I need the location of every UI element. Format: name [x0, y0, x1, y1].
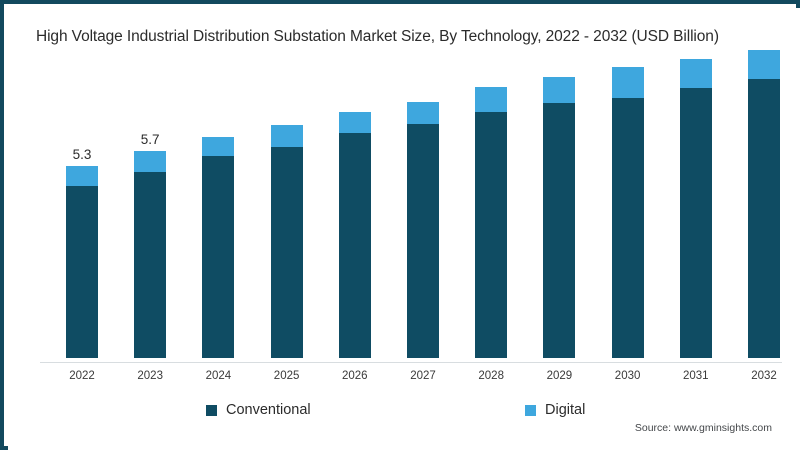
bar-segment-conventional[interactable] [475, 112, 508, 358]
legend-swatch-conventional [206, 404, 217, 416]
legend-label-conventional: Conventional [226, 402, 311, 418]
bar-group[interactable]: 5.7 [134, 132, 167, 358]
bar-group[interactable]: 5.3 [66, 147, 98, 358]
bar-group[interactable] [679, 59, 712, 358]
x-axis-tick-label: 2031 [683, 370, 709, 382]
bar-segment-conventional[interactable] [134, 171, 167, 358]
x-axis-tick-label: 2022 [69, 370, 95, 382]
bar-group[interactable] [748, 50, 780, 358]
bar-segment-digital[interactable] [543, 77, 576, 104]
bar-segment-conventional[interactable] [679, 88, 712, 358]
bar-value-label: 5.3 [72, 146, 92, 162]
x-axis-line [40, 362, 782, 363]
x-axis-tick-label: 2024 [205, 370, 232, 382]
chart-canvas: High Voltage Industrial Distribution Sub… [8, 8, 800, 450]
bar-group[interactable] [407, 101, 439, 358]
bar-segment-digital[interactable] [475, 87, 508, 113]
x-axis-tick-label: 2029 [546, 370, 573, 382]
bar-segment-conventional[interactable] [543, 103, 576, 358]
x-axis-tick-label: 2027 [410, 370, 436, 382]
bar-segment-digital[interactable] [134, 151, 167, 172]
x-axis-tick-label: 2023 [137, 370, 163, 382]
legend-label-digital: Digital [545, 402, 586, 418]
bar-group[interactable] [543, 77, 576, 358]
bar-segment-digital[interactable] [338, 112, 371, 134]
bar-segment-conventional[interactable] [270, 146, 303, 358]
bar-group[interactable] [475, 87, 508, 358]
legend-item-conventional[interactable]: Conventional [206, 402, 311, 418]
bar-segment-digital[interactable] [611, 67, 644, 98]
bar-segment-digital[interactable] [202, 137, 235, 156]
source-attribution: Source: www.gminsights.com [634, 422, 772, 434]
bar-segment-conventional[interactable] [748, 79, 780, 358]
bar-value-label: 5.7 [140, 132, 160, 148]
bar-group[interactable] [202, 137, 235, 358]
x-axis-tick-label: 2028 [478, 370, 504, 382]
bar-segment-digital[interactable] [679, 59, 712, 89]
x-axis-tick-label: 2032 [751, 370, 777, 382]
chart-title: High Voltage Industrial Distribution Sub… [36, 28, 719, 45]
x-axis-tick-label: 2030 [614, 370, 641, 382]
bar-segment-digital[interactable] [748, 50, 780, 80]
x-axis-tick-label: 2025 [273, 370, 300, 382]
chart-legend: Conventional Digital [10, 402, 800, 428]
bar-segment-digital[interactable] [66, 165, 98, 186]
legend-swatch-digital [525, 404, 536, 416]
bar-segment-conventional[interactable] [202, 155, 235, 358]
bar-segment-digital[interactable] [270, 125, 303, 147]
bar-segment-conventional[interactable] [611, 97, 644, 358]
bar-segment-digital[interactable] [407, 101, 439, 124]
bar-segment-conventional[interactable] [338, 133, 371, 358]
bar-segment-conventional[interactable] [66, 185, 98, 358]
bar-group[interactable] [611, 67, 644, 358]
bar-group[interactable] [270, 125, 303, 358]
legend-item-digital[interactable]: Digital [525, 402, 585, 418]
bar-group[interactable] [338, 112, 371, 358]
bar-segment-conventional[interactable] [407, 123, 439, 358]
x-axis-tick-label: 2026 [342, 370, 368, 382]
